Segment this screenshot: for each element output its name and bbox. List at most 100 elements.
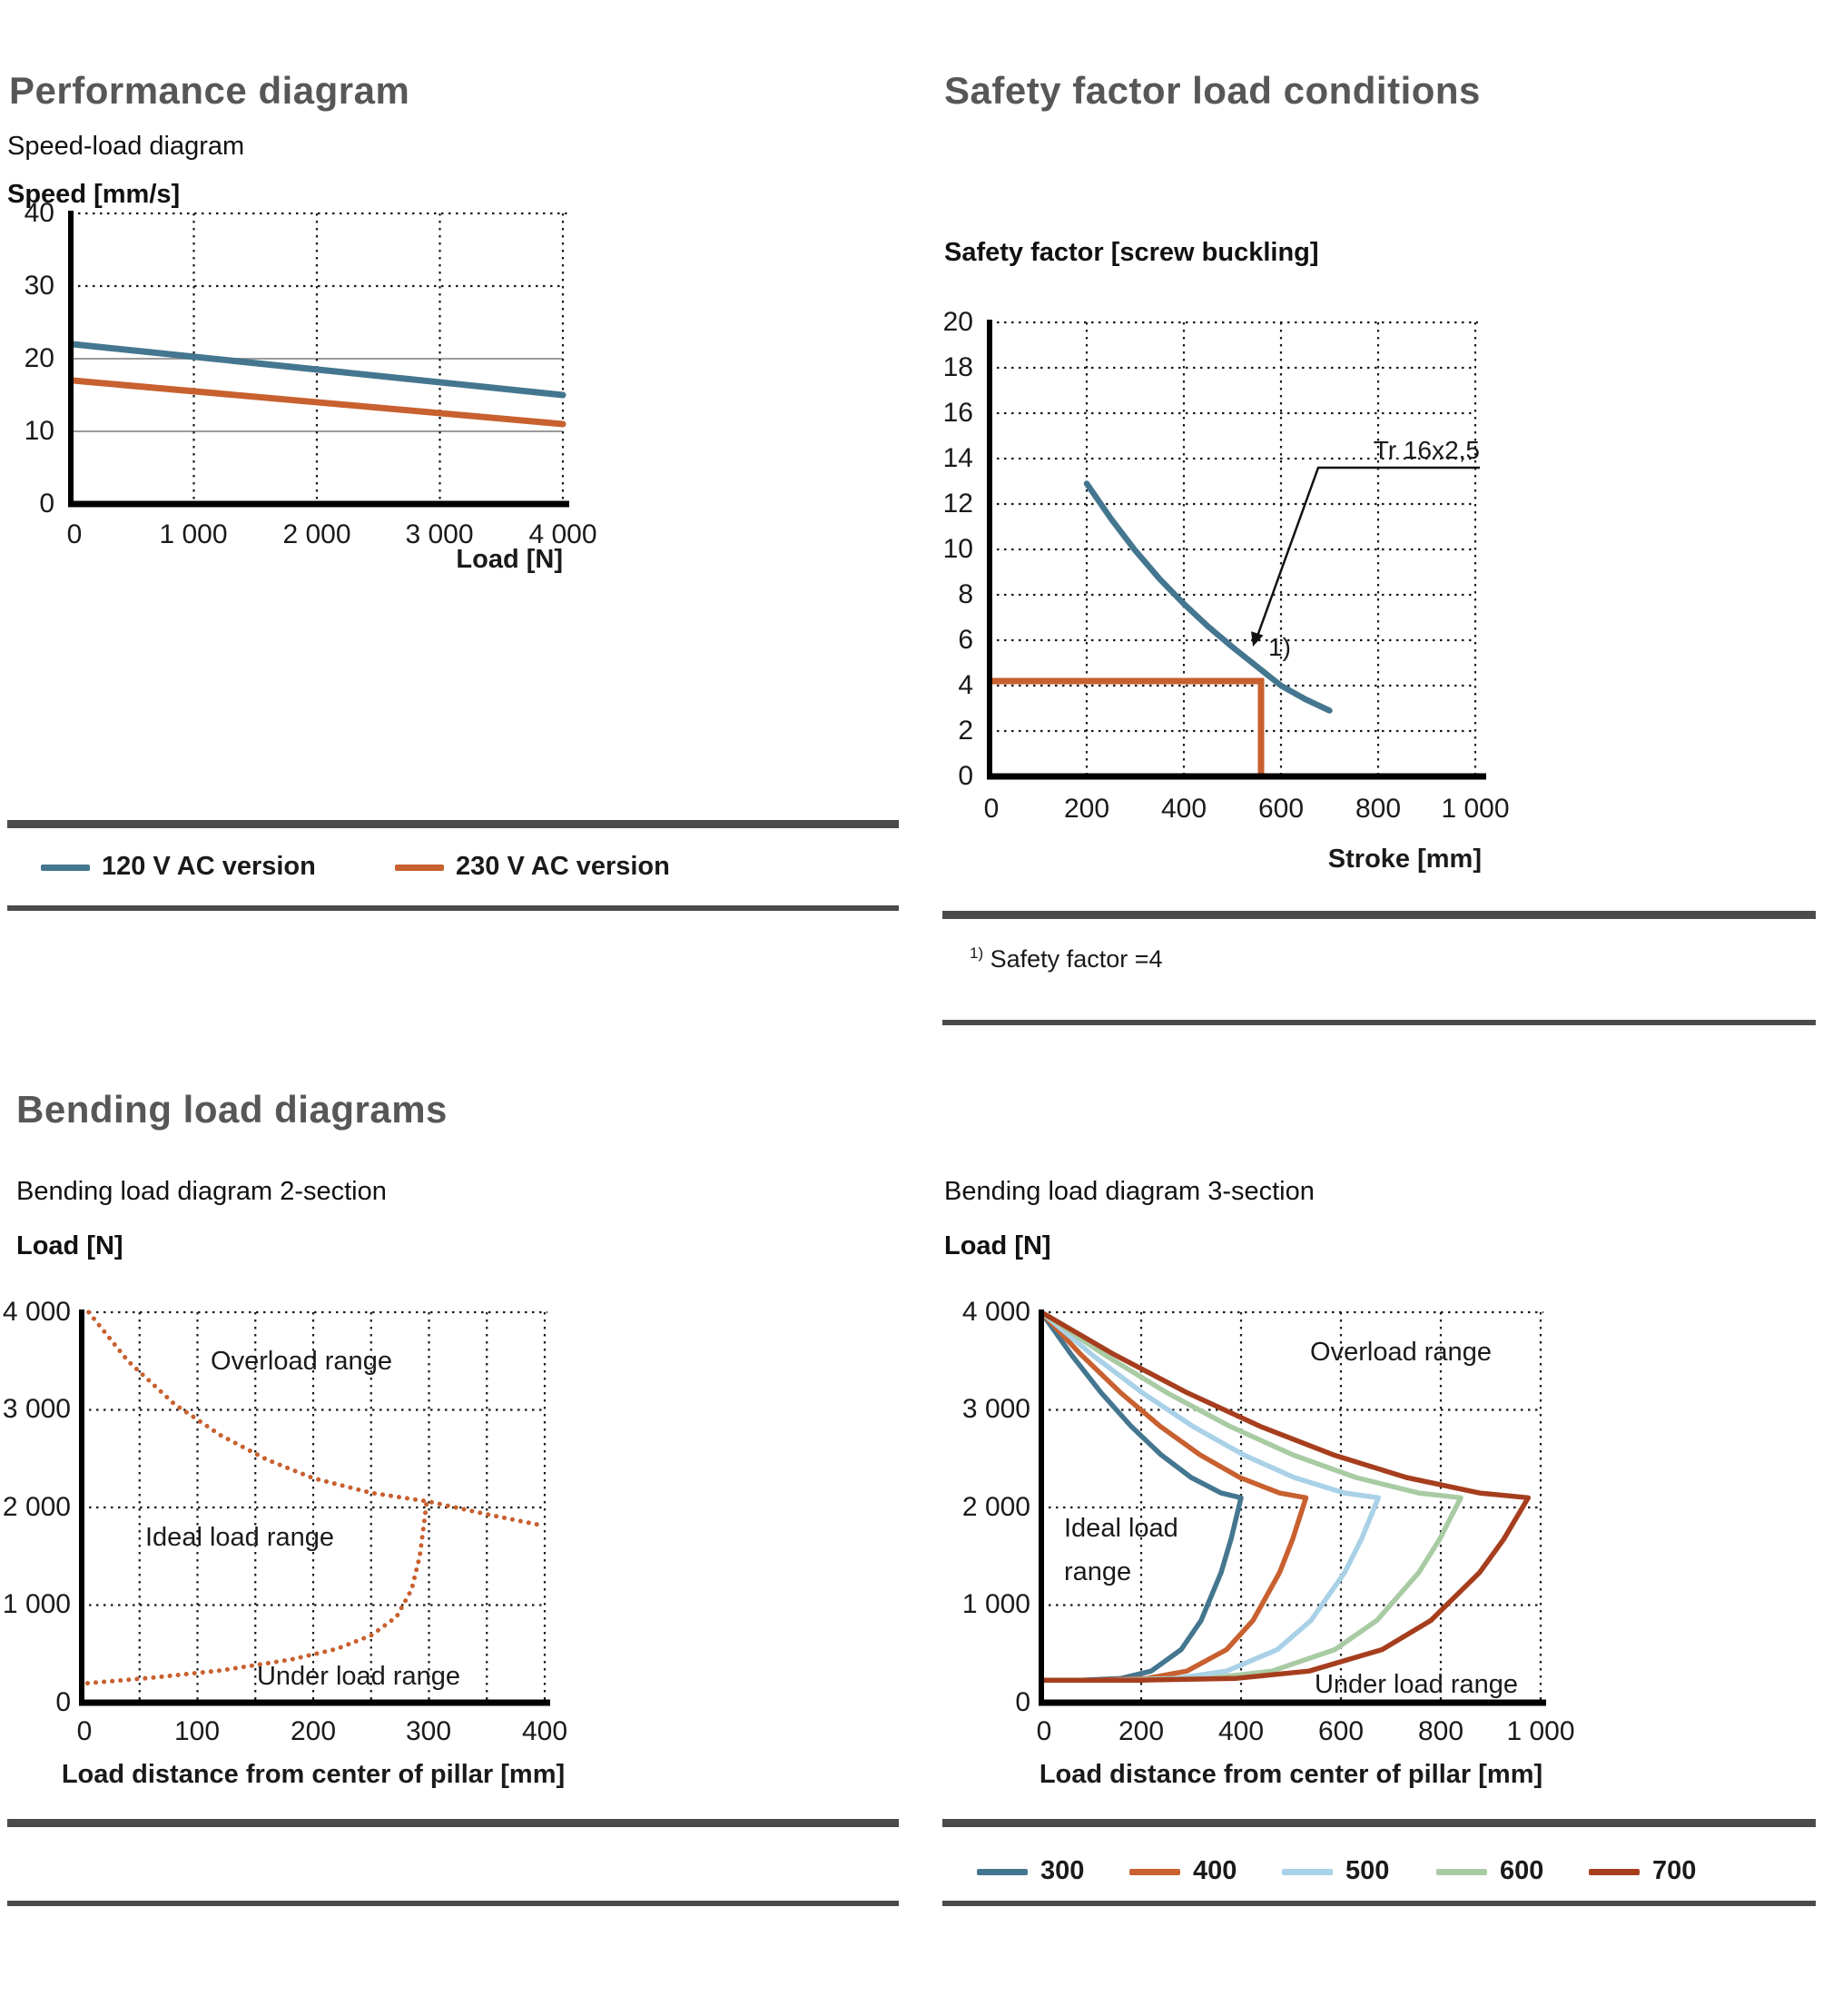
y-tick: 20 (942, 307, 973, 337)
legend-label-120v: 120 V AC version (102, 852, 316, 881)
series-120v-line (69, 341, 567, 399)
legend-swatch-500 (1282, 1869, 1333, 1875)
chart-speed-load (68, 211, 569, 508)
x-tick: 0 (66, 519, 83, 549)
legend-label-500: 500 (1345, 1856, 1390, 1885)
legend-label-400: 400 (1193, 1856, 1237, 1885)
divider-rule (942, 911, 1816, 919)
x-tick: 400 (521, 1716, 568, 1746)
divider-rule (7, 905, 899, 911)
legend-swatch-700 (1589, 1869, 1640, 1875)
y-tick: 0 (39, 489, 54, 519)
section-title-performance: Performance diagram (9, 69, 410, 112)
legend-label-230v: 230 V AC version (456, 852, 670, 881)
callout-line (1254, 466, 1480, 642)
legend-swatch-230v (395, 865, 444, 871)
y-tick: 16 (942, 398, 973, 428)
divider-rule (7, 1819, 899, 1827)
x-tick: 2 000 (282, 519, 351, 549)
x-tick: 800 (1417, 1716, 1464, 1746)
series-700-curve (1039, 1309, 1532, 1684)
annotation-marker: 1) (1268, 633, 1291, 661)
divider-rule (7, 820, 899, 828)
x-axis-caption-stroke: Stroke [mm] (1327, 845, 1482, 874)
y-tick: 6 (958, 625, 973, 655)
x-tick: 4 000 (528, 519, 597, 549)
x-tick: 400 (1160, 794, 1207, 824)
x-tick: 400 (1217, 1716, 1265, 1746)
y-tick: 0 (1015, 1687, 1030, 1717)
y-tick: 10 (24, 416, 54, 446)
series-tr16x25-curve (1083, 480, 1333, 714)
legend-label-600: 600 (1500, 1856, 1544, 1885)
y-tick: 2 000 (2, 1492, 71, 1522)
y-tick: 2 000 (961, 1492, 1030, 1522)
region-label-ideal: Ideal load range (145, 1523, 334, 1552)
x-axis-caption-load: Load [N] (456, 545, 563, 574)
divider-rule (942, 1901, 1816, 1906)
region-label-overload: Overload range (211, 1347, 392, 1376)
y-tick: 0 (958, 761, 973, 791)
chart-safety-factor: Tr 16x2,5 1) (987, 320, 1486, 780)
x-tick: 0 (1036, 1716, 1052, 1746)
x-axis-caption-3section: Load distance from center of pillar [mm] (1039, 1760, 1543, 1789)
series-400-curve (1039, 1309, 1309, 1684)
chart-subtitle-2-section: Bending load diagram 2-section (16, 1177, 387, 1206)
footnote-safety-factor: 1) Safety factor =4 (970, 944, 1163, 973)
y-tick: 1 000 (961, 1589, 1030, 1619)
y-tick: 18 (942, 352, 973, 382)
y-tick: 4 000 (2, 1297, 71, 1327)
annotation-tr16x25: Tr 16x2,5 (1374, 436, 1480, 464)
y-tick: 4 000 (961, 1297, 1030, 1327)
y-tick: 12 (942, 489, 973, 519)
legend-label-300: 300 (1040, 1856, 1085, 1885)
series-600-curve (1039, 1309, 1463, 1684)
x-tick: 200 (1118, 1716, 1165, 1746)
x-tick: 0 (983, 794, 1000, 824)
y-tick: 2 (958, 716, 973, 746)
region-label-overload: Overload range (1310, 1338, 1492, 1367)
gridlines (990, 321, 1478, 774)
divider-rule (942, 1819, 1816, 1827)
legend-label-700: 700 (1652, 1856, 1697, 1885)
x-tick: 200 (290, 1716, 337, 1746)
legend-swatch-400 (1129, 1869, 1180, 1875)
section-title-bending: Bending load diagrams (16, 1088, 448, 1131)
region-label-under: Under load range (257, 1662, 460, 1691)
x-tick: 600 (1257, 794, 1305, 824)
x-tick: 1 000 (1506, 1716, 1575, 1746)
y-tick: 4 (958, 670, 973, 700)
y-tick: 30 (24, 271, 54, 301)
y-tick: 3 000 (2, 1394, 71, 1424)
legend-swatch-300 (977, 1869, 1028, 1875)
footnote-text: Safety factor =4 (990, 945, 1163, 973)
chart-subtitle-speed-load: Speed-load diagram (7, 132, 245, 161)
chart-bending-2-section: Overload range Ideal load range Under lo… (79, 1309, 550, 1706)
region-label-ideal-line1: Ideal load (1064, 1514, 1178, 1543)
y-tick: 10 (942, 534, 973, 564)
legend-swatch-600 (1436, 1869, 1487, 1875)
x-tick: 200 (1063, 794, 1110, 824)
x-tick: 300 (405, 1716, 452, 1746)
x-tick: 100 (173, 1716, 221, 1746)
y-axis-title-load-3section: Load [N] (944, 1231, 1051, 1260)
section-title-safety: Safety factor load conditions (944, 69, 1481, 112)
y-tick: 0 (55, 1687, 71, 1717)
region-label-under: Under load range (1315, 1670, 1518, 1699)
x-tick: 1 000 (159, 519, 228, 549)
x-tick: 600 (1317, 1716, 1365, 1746)
callout-arrowhead-icon (1251, 631, 1264, 647)
y-tick: 14 (942, 443, 973, 473)
chart-bending-3-section: Overload range Ideal load range Under lo… (1039, 1309, 1546, 1706)
series-500-curve (1039, 1309, 1382, 1684)
region-label-ideal-line2: range (1064, 1557, 1131, 1586)
x-tick: 1 000 (1441, 794, 1510, 824)
y-tick: 20 (24, 343, 54, 373)
legend-swatch-120v (41, 865, 90, 871)
series-safety-limit-line (990, 677, 1265, 776)
series-300-curve (1039, 1309, 1244, 1684)
y-axis-title-speed: Speed [mm/s] (7, 180, 181, 209)
footnote-sup: 1) (970, 944, 984, 962)
chart-subtitle-3-section: Bending load diagram 3-section (944, 1177, 1315, 1206)
